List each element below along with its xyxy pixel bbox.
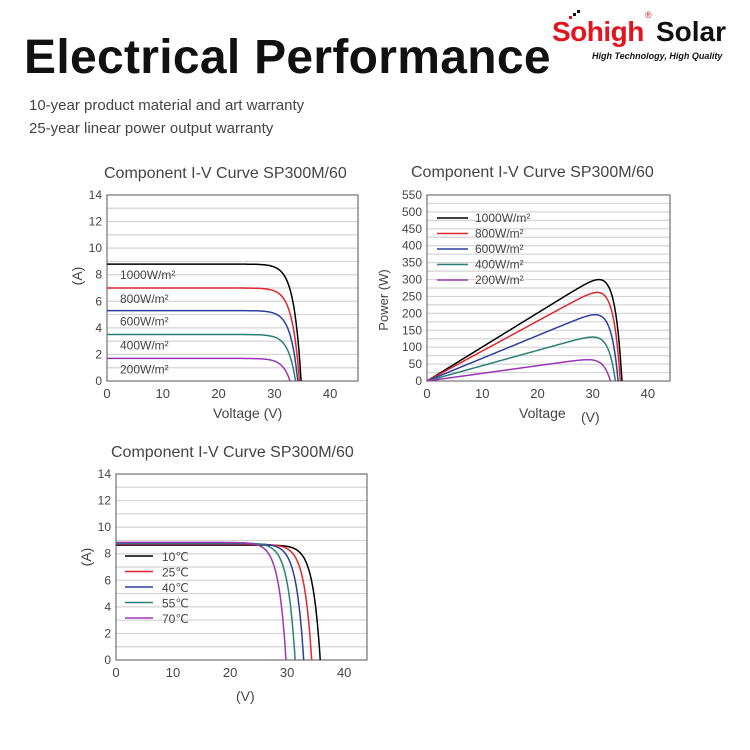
y-tick-label: 10 [98, 520, 112, 534]
warranty-line-2: 25-year linear power output warranty [29, 120, 274, 137]
x-tick-label: 10 [156, 386, 170, 401]
y-tick-label: 8 [95, 268, 102, 282]
legend-label: 200W/m² [475, 273, 524, 287]
x-tick-label: 40 [323, 386, 337, 401]
logo-registered: ® [645, 10, 652, 20]
y-tick-label: 500 [402, 205, 422, 219]
plot-frame [426, 194, 671, 382]
y-tick-label: 450 [402, 222, 422, 236]
logo-mark-icon [569, 10, 580, 19]
y-tick-label: 0 [104, 653, 111, 667]
x-tick-label: 0 [423, 386, 430, 401]
series-line [107, 357, 291, 382]
series-line [116, 542, 296, 661]
legend-label: 25℃ [162, 566, 189, 580]
x-axis-unit-label: (V) [581, 409, 600, 425]
x-tick-label: 40 [337, 665, 351, 680]
legend-label: 600W/m² [475, 242, 524, 256]
series-line [426, 313, 619, 382]
chart-title: Component I-V Curve SP300M/60 [111, 444, 354, 461]
logo-brand: Sohigh [552, 16, 644, 47]
x-tick-label: 30 [267, 386, 281, 401]
y-tick-label: 12 [89, 215, 103, 229]
y-tick-label: 550 [402, 188, 422, 202]
x-axis-label: Voltage (V) [213, 405, 282, 421]
series-line [107, 263, 302, 382]
legend-label: 70℃ [162, 612, 189, 626]
y-tick-label: 8 [104, 547, 111, 561]
y-tick-label: 200 [402, 306, 422, 320]
series-line [426, 278, 623, 382]
x-tick-label: 40 [641, 386, 655, 401]
x-tick-label: 20 [530, 386, 544, 401]
series-line [107, 287, 301, 382]
y-tick-label: 2 [104, 626, 111, 640]
y-tick-label: 400 [402, 239, 422, 253]
series-line [426, 291, 622, 382]
legend-label: 1000W/m² [475, 211, 530, 225]
y-tick-label: 6 [95, 294, 102, 308]
series-label: 800W/m² [120, 292, 169, 306]
series-line [116, 541, 287, 661]
legend-label: 40℃ [162, 581, 189, 595]
y-tick-label: 0 [95, 374, 102, 388]
legend-label: 400W/m² [475, 258, 524, 272]
logo-tagline: High Technology, High Quality [592, 51, 723, 61]
x-tick-label: 20 [211, 386, 225, 401]
y-tick-label: 300 [402, 273, 422, 287]
brand-logo: Sohigh ® Solar High Technology, High Qua… [552, 6, 747, 66]
y-tick-label: 0 [415, 374, 422, 388]
page-title: Electrical Performance [24, 31, 551, 84]
y-axis-label: (A) [69, 267, 85, 286]
logo-word: Solar [656, 16, 727, 47]
y-tick-label: 150 [402, 323, 422, 337]
y-tick-label: 2 [95, 347, 102, 361]
warranty-line-1: 10-year product material and art warrant… [29, 97, 305, 114]
series-line [426, 358, 612, 382]
y-tick-label: 14 [98, 467, 112, 481]
series-label: 1000W/m² [120, 268, 175, 282]
chart-title: Component I-V Curve SP300M/60 [411, 164, 654, 181]
series-label: 400W/m² [120, 339, 169, 353]
x-tick-label: 30 [585, 386, 599, 401]
y-axis-label: (A) [78, 548, 94, 567]
y-tick-label: 250 [402, 289, 422, 303]
x-tick-label: 10 [475, 386, 489, 401]
y-tick-label: 6 [104, 573, 111, 587]
chart-title: Component I-V Curve SP300M/60 [104, 165, 347, 182]
series-line [107, 309, 299, 382]
x-tick-label: 10 [166, 665, 180, 680]
y-tick-label: 14 [89, 188, 103, 202]
legend-label: 10℃ [162, 550, 189, 564]
y-tick-label: 100 [402, 340, 422, 354]
x-axis-label: (V) [236, 688, 255, 704]
series-label: 600W/m² [120, 315, 169, 329]
y-tick-label: 50 [409, 357, 423, 371]
series-line [426, 336, 617, 382]
x-tick-label: 30 [280, 665, 294, 680]
series-label: 200W/m² [120, 362, 169, 376]
x-tick-label: 20 [223, 665, 237, 680]
y-tick-label: 350 [402, 256, 422, 270]
y-tick-label: 4 [104, 600, 111, 614]
y-tick-label: 12 [98, 494, 112, 508]
y-axis-label: Power (W) [376, 269, 391, 330]
x-tick-label: 0 [112, 665, 119, 680]
x-axis-label: Voltage [519, 405, 566, 421]
legend-label: 800W/m² [475, 227, 524, 241]
y-tick-label: 10 [89, 241, 103, 255]
series-line [107, 333, 297, 382]
plot-frame [115, 473, 368, 661]
legend-label: 55℃ [162, 597, 189, 611]
y-tick-label: 4 [95, 321, 102, 335]
x-tick-label: 0 [103, 386, 110, 401]
